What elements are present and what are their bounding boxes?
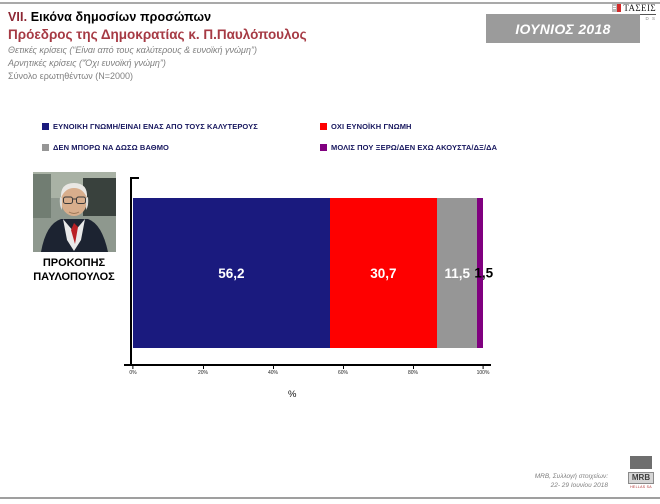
pavlopoulos-photo xyxy=(33,172,116,252)
bar-segment-3: 1,5 xyxy=(474,198,493,348)
x-axis xyxy=(124,364,491,366)
x-tick-100%: 100% xyxy=(477,366,489,376)
taseis-logo-sub: D S xyxy=(645,16,656,21)
legend-swatch-favourable xyxy=(42,123,49,130)
month-badge-label: ΙΟΥΝΙΟΣ 2018 xyxy=(515,20,611,37)
x-tick-60%: 60% xyxy=(338,366,348,376)
month-badge: ΙΟΥΝΙΟΣ 2018 xyxy=(486,14,640,43)
x-tick-20%: 20% xyxy=(198,366,208,376)
legend-item-cannot-rate: ΔΕΝ ΜΠΟΡΩ ΝΑ ΔΩΣΩ ΒΑΘΜΟ xyxy=(42,143,169,152)
x-axis-ticks: 0% 20% 40% 60% 80% 100% xyxy=(129,366,489,378)
bar-value-label-2: 11,5 xyxy=(444,265,471,281)
source-note-line1: MRB, Συλλογή στοιχείων: xyxy=(534,473,608,480)
source-note-line2: 22- 29 Ιουνίου 2018 xyxy=(550,482,608,489)
bar-value-label-3: 1,5 xyxy=(474,265,494,281)
legend-swatch-cannot-rate xyxy=(42,144,49,151)
taseis-logo-icon xyxy=(612,4,622,12)
taseis-logo-text: ΤΑΣΕΙΣ xyxy=(623,3,656,13)
legend-label-unfavourable: ΟΧΙ ΕΥΝΟΪΚΗ ΓΝΩΜΗ xyxy=(331,122,412,131)
source-note: MRB, Συλλογή στοιχείων: 22- 29 Ιουνίου 2… xyxy=(535,472,608,490)
person-name-line1: ΠΡΟΚΟΠΗΣ xyxy=(42,257,106,269)
legend-swatch-unfavourable xyxy=(320,123,327,130)
header: VII. Εικόνα δημοσίων προσώπων Πρόεδρος τ… xyxy=(8,10,478,81)
note-sample: Σύνολο ερωτηθέντων (N=2000) xyxy=(8,71,134,81)
note-negative: Αρνητικές κρίσεις (“Όχι ευνοϊκή γνώμη”) xyxy=(8,58,166,68)
mrb-logo-sub: HELLAS SA xyxy=(630,485,652,489)
legend-swatch-dont-know xyxy=(320,144,327,151)
person-name-line2: ΠΑΥΛΟΠΟΥΛΟΣ xyxy=(33,271,115,283)
x-tick-0%: 0% xyxy=(129,366,137,376)
x-tick-40%: 40% xyxy=(268,366,278,376)
mrb-logo: MRB HELLAS SA xyxy=(626,456,656,489)
stacked-bar: 56,2 30,7 11,5 1,5 xyxy=(133,198,493,348)
mrb-logo-text: MRB xyxy=(628,472,654,484)
section-title-text: Εικόνα δημοσίων προσώπων xyxy=(30,10,212,24)
legend-label-cannot-rate: ΔΕΝ ΜΠΟΡΩ ΝΑ ΔΩΣΩ ΒΑΘΜΟ xyxy=(53,143,169,152)
note-positive: Θετικές κρίσεις (“Είναι από τους καλύτερ… xyxy=(8,45,257,55)
x-axis-unit-label: % xyxy=(288,389,297,400)
y-axis xyxy=(130,177,132,365)
legend-item-dont-know: ΜΟΛΙΣ ΠΟΥ ΞΕΡΩ/ΔΕΝ ΕΧΩ ΑΚΟΥΣΤΑ/ΔΞ/ΔΑ xyxy=(320,143,497,152)
bottom-divider xyxy=(0,497,660,499)
person-name: ΠΡΟΚΟΠΗΣ ΠΑΥΛΟΠΟΥΛΟΣ xyxy=(4,256,144,284)
legend-item-favourable: ΕΥΝΟΙΚΗ ΓΝΩΜΗ/ΕΙΝΑΙ ΕΝΑΣ ΑΠΟ ΤΟΥΣ ΚΑΛΥΤΕ… xyxy=(42,122,258,131)
bar-segment-2: 11,5 xyxy=(437,198,478,348)
section-title: VII. Εικόνα δημοσίων προσώπων xyxy=(8,10,478,24)
top-divider xyxy=(0,2,660,4)
bar-segment-1: 30,7 xyxy=(329,198,438,348)
y-axis-top-tick xyxy=(130,177,139,179)
legend-label-dont-know: ΜΟΛΙΣ ΠΟΥ ΞΕΡΩ/ΔΕΝ ΕΧΩ ΑΚΟΥΣΤΑ/ΔΞ/ΔΑ xyxy=(331,143,498,152)
mrb-logo-mark xyxy=(630,456,652,469)
page-title: Πρόεδρος της Δημοκρατίας κ. Π.Παυλόπουλο… xyxy=(8,27,307,42)
bar-value-label-0: 56,2 xyxy=(218,265,245,281)
x-tick-80%: 80% xyxy=(408,366,418,376)
bar-segment-0: 56,2 xyxy=(133,198,330,348)
bar-value-label-1: 30,7 xyxy=(370,265,397,281)
section-number: VII. xyxy=(8,10,28,24)
legend-label-favourable: ΕΥΝΟΙΚΗ ΓΝΩΜΗ/ΕΙΝΑΙ ΕΝΑΣ ΑΠΟ ΤΟΥΣ ΚΑΛΥΤΕ… xyxy=(53,122,258,131)
legend-item-unfavourable: ΟΧΙ ΕΥΝΟΪΚΗ ΓΝΩΜΗ xyxy=(320,122,412,131)
